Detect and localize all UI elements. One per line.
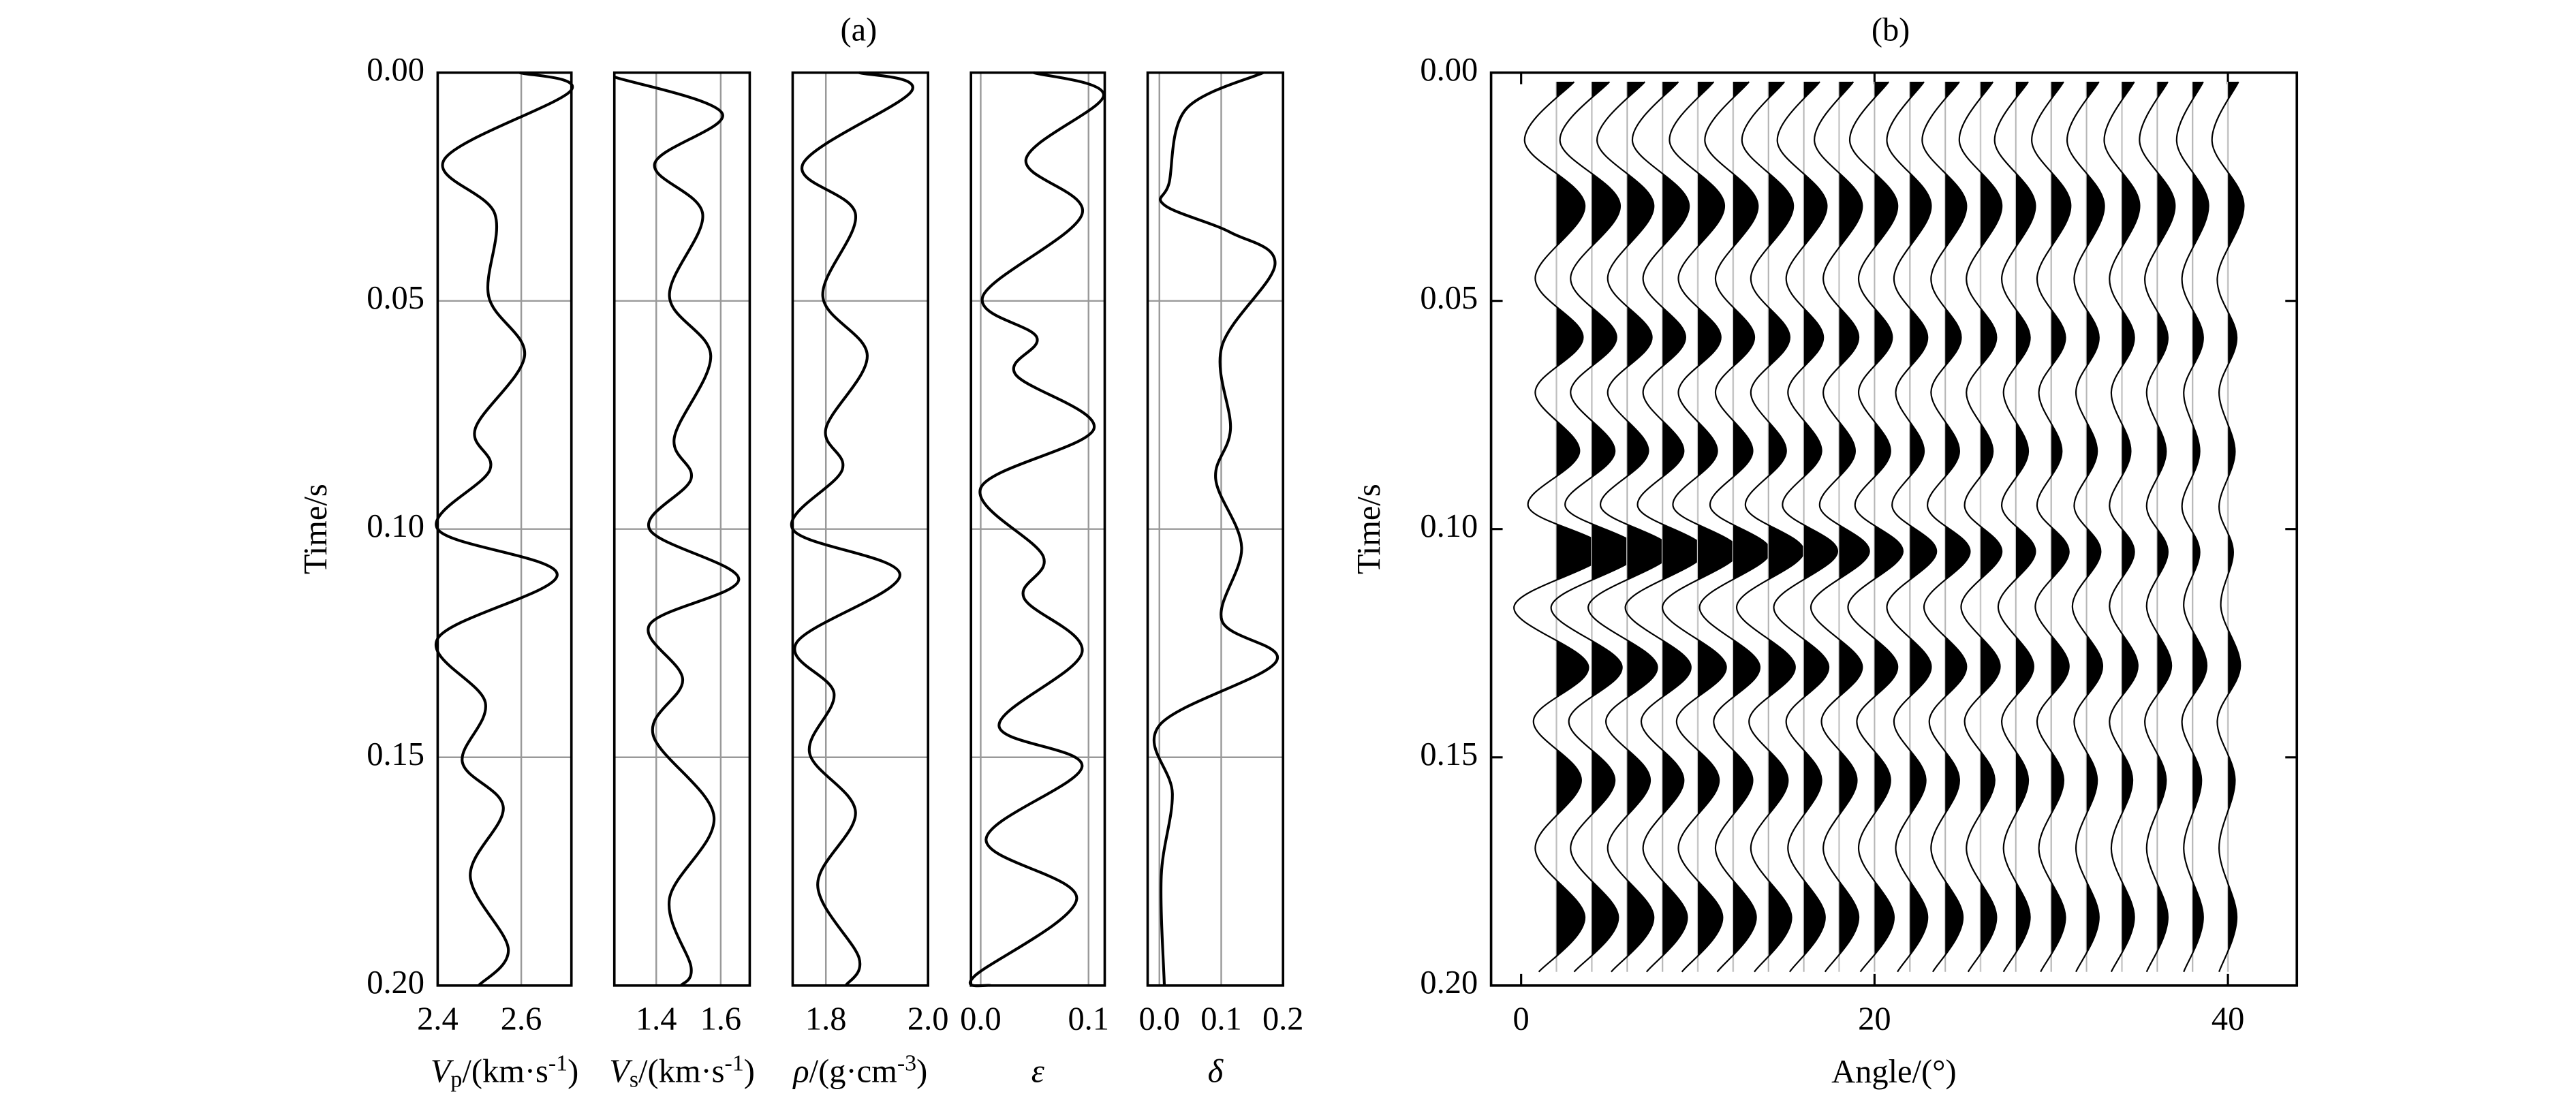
- y-tick-label: 0.05: [1420, 280, 1478, 316]
- x-axis-label-part: V: [431, 1054, 454, 1090]
- y-tick-label: 0.20: [367, 965, 424, 1001]
- trace-line: [1735, 81, 1805, 973]
- y-axis-label: Time/s: [298, 484, 334, 574]
- panel: 1.4 1.6 Vs/(km·s-1): [609, 71, 755, 1093]
- x-tick-label: 1.4: [636, 1001, 677, 1037]
- y-tick-label: 0.10: [1420, 508, 1478, 544]
- x-axis-label-part: ε: [1031, 1054, 1045, 1090]
- x-axis-label: ρ/(g·cm-3): [792, 1051, 927, 1090]
- y-tick-label: 0.05: [367, 280, 424, 316]
- x-tick-label: 0.1: [1200, 1001, 1242, 1037]
- trace-line: [1698, 81, 1771, 973]
- panel: (a)Time/s0.000.050.100.150.202.4 2.6Vp/(k…: [298, 12, 877, 1093]
- panel-frame: [1146, 71, 1285, 987]
- log-curve: [968, 71, 1105, 988]
- trace-line: [1773, 81, 1839, 973]
- x-axis-label-part: /(km·s: [462, 1054, 548, 1090]
- x-tick-label: 2.0: [907, 1001, 949, 1037]
- y-tick-label: 0.00: [367, 52, 424, 88]
- trace-line: [2066, 81, 2105, 973]
- x-axis-label-part: -1: [548, 1051, 568, 1076]
- trace-line: [1624, 81, 1706, 973]
- panel-frame: [612, 71, 751, 987]
- panel: 0.0 0.1 0.2 δ: [1138, 71, 1304, 1090]
- x-tick-label: 20: [1858, 1001, 1891, 1037]
- x-axis-label-part: s: [630, 1067, 638, 1093]
- trace-fill: [1733, 82, 1771, 956]
- x-tick-label: 0.0: [1138, 1001, 1180, 1037]
- trace-line: [2139, 81, 2176, 973]
- x-axis-label-part: δ: [1208, 1054, 1224, 1090]
- x-axis-label-part: /(km·s: [638, 1054, 725, 1090]
- panel: (b) Time/s 0.00 0.05 0.10 0.15 0.20 0 20 40 Angle/…: [1351, 12, 2299, 1090]
- x-axis-label-part: -1: [725, 1051, 744, 1076]
- x-axis-label-part: -3: [897, 1051, 916, 1076]
- x-axis-label: δ: [1208, 1054, 1224, 1090]
- trace-line: [1513, 81, 1607, 973]
- x-tick-label: 0.0: [960, 1001, 1002, 1037]
- trace-line: [1921, 81, 1971, 973]
- x-axis-label-part: p: [450, 1067, 462, 1093]
- log-curve: [615, 76, 741, 987]
- x-axis-label-part: V: [609, 1054, 633, 1090]
- panel-frame: [969, 71, 1106, 987]
- trace-line: [2175, 81, 2209, 973]
- trace-line: [1993, 81, 2036, 973]
- trace-fill: [2122, 82, 2140, 953]
- trace-line: [2031, 81, 2072, 973]
- trace-fill: [1698, 82, 1739, 956]
- trace-line: [1886, 81, 1938, 973]
- x-axis-label: Vp/(km·s-1): [431, 1051, 578, 1093]
- x-tick-label: 40: [2212, 1001, 2244, 1037]
- trace-fill: [2015, 82, 2036, 953]
- panel-frame: [1489, 71, 2299, 987]
- panel: 0.0 0.1 ε: [960, 71, 1109, 1090]
- x-axis-label-part: ): [916, 1054, 927, 1090]
- trace-line: [1662, 81, 1739, 973]
- y-tick-label: 0.15: [1420, 736, 1478, 772]
- trace-line: [1810, 81, 1870, 973]
- x-axis-label-part: ρ: [792, 1054, 809, 1090]
- trace-fill: [1803, 82, 1837, 956]
- x-tick-label: 1.6: [700, 1001, 742, 1037]
- y-axis-label: Time/s: [1351, 484, 1387, 574]
- x-tick-label: 2.4: [417, 1001, 459, 1037]
- x-axis-label-part: ): [744, 1054, 755, 1090]
- x-axis-label-part: ): [568, 1054, 578, 1090]
- x-tick-label: 1.8: [805, 1001, 847, 1037]
- log-curve: [1152, 71, 1279, 986]
- panel: 1.8 2.0 ρ/(g·cm-3): [790, 71, 949, 1090]
- trace-fill: [1839, 82, 1869, 955]
- x-tick-label: 0: [1513, 1001, 1530, 1037]
- trace-line: [1550, 81, 1641, 973]
- y-tick-label: 0.00: [1420, 52, 1478, 88]
- x-axis-label: Vs/(km·s-1): [609, 1051, 755, 1093]
- trace-line: [1587, 81, 1673, 973]
- y-tick-label: 0.15: [367, 736, 424, 772]
- panel-title: (a): [841, 12, 878, 48]
- trace-fill: [1910, 82, 1937, 956]
- y-tick-label: 0.20: [1420, 965, 1478, 1001]
- trace-line: [2211, 81, 2245, 973]
- y-tick-label: 0.10: [367, 508, 424, 544]
- trace-line: [1847, 81, 1904, 973]
- trace-line: [1958, 81, 2003, 973]
- x-tick-label: 2.6: [501, 1001, 542, 1037]
- panel-frame: [791, 71, 929, 987]
- x-axis-label-part: /(g·cm: [809, 1054, 897, 1090]
- x-axis-label: ε: [1031, 1054, 1045, 1090]
- x-tick-label: 0.2: [1262, 1001, 1304, 1037]
- trace-line: [2103, 81, 2141, 973]
- panel-frame: [436, 71, 573, 987]
- x-axis-label: Angle/(°): [1831, 1054, 1957, 1090]
- x-tick-label: 0.1: [1068, 1001, 1109, 1037]
- panel-title: (b): [1872, 12, 1910, 48]
